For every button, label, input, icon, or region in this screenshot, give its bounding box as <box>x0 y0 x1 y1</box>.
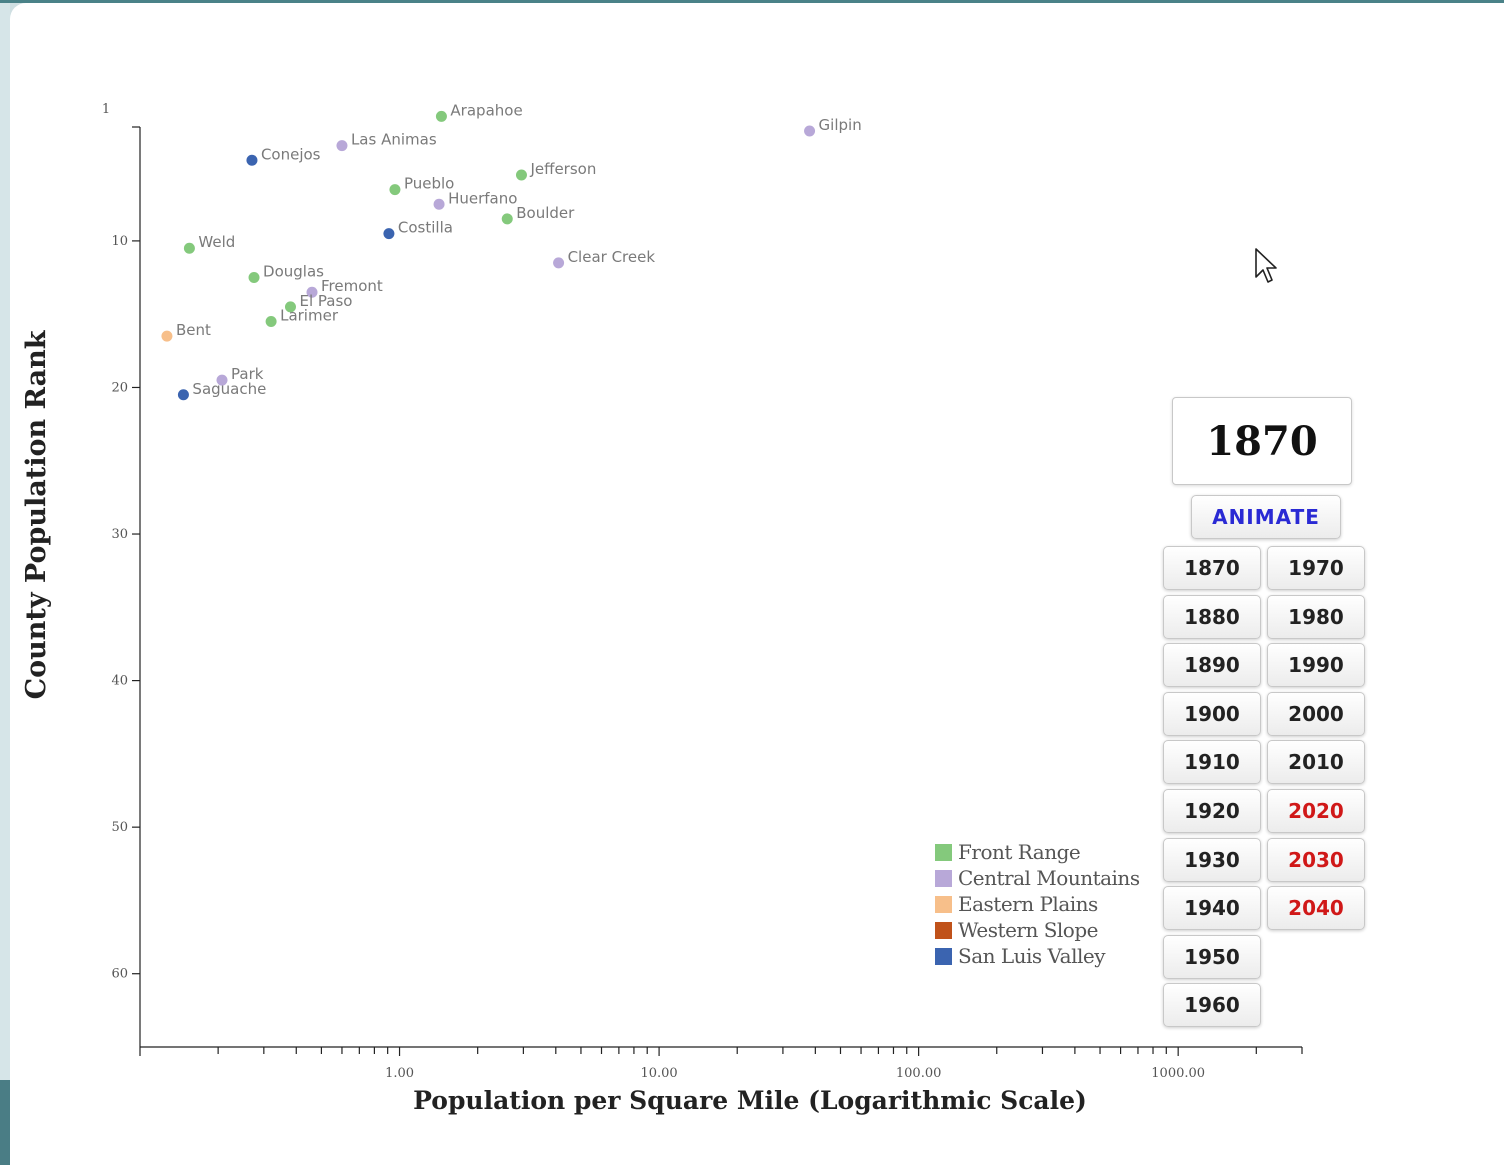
point-label: Costilla <box>398 219 453 237</box>
legend-item: Eastern Plains <box>935 891 1140 917</box>
year-button-2030[interactable]: 2030 <box>1267 837 1365 882</box>
year-button-1870[interactable]: 1870 <box>1163 546 1261 590</box>
data-point[interactable] <box>433 198 445 210</box>
data-point[interactable] <box>284 301 296 313</box>
data-point[interactable] <box>183 242 195 254</box>
point-label: Arapahoe <box>450 101 522 119</box>
data-point[interactable] <box>248 272 260 284</box>
window-left-accent <box>0 1080 10 1165</box>
y-tick-label: 30 <box>111 527 128 542</box>
point-label: Fremont <box>321 277 383 295</box>
legend-label: Front Range <box>958 840 1081 864</box>
legend-label: Eastern Plains <box>958 892 1098 916</box>
y-tick-label: 40 <box>111 674 128 689</box>
legend-item: San Luis Valley <box>935 943 1140 969</box>
x-tick-label: 100.00 <box>896 1066 942 1081</box>
data-point[interactable] <box>515 169 527 181</box>
point-label: Pueblo <box>404 175 454 193</box>
x-tick-label: 1000.00 <box>1151 1066 1205 1081</box>
year-button-1930[interactable]: 1930 <box>1163 837 1261 882</box>
legend-label: San Luis Valley <box>958 944 1106 968</box>
point-label: Saguache <box>192 380 266 398</box>
data-point[interactable] <box>435 110 447 122</box>
year-button-1900[interactable]: 1900 <box>1163 691 1261 736</box>
year-button-1980[interactable]: 1980 <box>1267 594 1365 639</box>
point-label: Weld <box>198 233 235 251</box>
point-label: Park <box>231 365 264 383</box>
legend-swatch <box>935 947 952 965</box>
legend-item: Western Slope <box>935 917 1140 943</box>
year-button-1960[interactable]: 1960 <box>1163 983 1261 1028</box>
x-tick-label: 1.00 <box>385 1066 414 1081</box>
data-point[interactable] <box>804 125 816 137</box>
point-label: Jefferson <box>529 160 596 178</box>
year-button-2040[interactable]: 2040 <box>1267 886 1365 931</box>
data-point[interactable] <box>177 389 189 401</box>
data-point[interactable] <box>553 257 565 269</box>
data-point[interactable] <box>265 316 277 328</box>
data-point[interactable] <box>306 286 318 298</box>
point-label: Boulder <box>516 204 575 222</box>
y-tick-label: 20 <box>111 380 128 395</box>
year-button-1910[interactable]: 1910 <box>1163 740 1261 785</box>
point-label: Bent <box>176 321 211 339</box>
data-points: Arapahoe Gilpin Las Animas Conejos Jefferson… <box>161 101 862 401</box>
scatter-plot: 1 10 20 30 40 50 60 1.00 10.00 100.00 1000.00 Arap… <box>21 101 1303 1115</box>
data-point[interactable] <box>501 213 513 225</box>
window-left-border <box>0 3 10 1165</box>
year-button-1920[interactable]: 1920 <box>1163 789 1261 833</box>
legend: Front Range Central Mountains Eastern Plai… <box>935 839 1140 969</box>
year-button-2000[interactable]: 2000 <box>1267 691 1365 736</box>
data-point[interactable] <box>336 140 348 152</box>
mouse-cursor-icon <box>1255 248 1277 283</box>
legend-item: Central Mountains <box>935 865 1140 891</box>
point-label: Las Animas <box>351 131 437 149</box>
y-tick-label: 10 <box>111 234 128 249</box>
data-point[interactable] <box>389 184 401 196</box>
legend-swatch <box>935 895 952 913</box>
year-button-1950[interactable]: 1950 <box>1163 934 1261 979</box>
year-button-1890[interactable]: 1890 <box>1163 643 1261 688</box>
year-button-1880[interactable]: 1880 <box>1163 594 1261 639</box>
point-label: Clear Creek <box>568 248 656 266</box>
year-button-1990[interactable]: 1990 <box>1267 643 1365 688</box>
chart-panel: 1 10 20 30 40 50 60 1.00 10.00 100.00 1000.00 Arap… <box>10 3 1504 1165</box>
y-axis-title: County Population Rank <box>21 329 52 699</box>
point-label: Huerfano <box>448 189 517 207</box>
year-button-2010[interactable]: 2010 <box>1267 740 1365 785</box>
data-point[interactable] <box>383 228 395 240</box>
point-label: Douglas <box>263 263 324 281</box>
x-axis-title: Population per Square Mile (Logarithmic … <box>413 1086 1087 1115</box>
legend-label: Central Mountains <box>958 866 1140 890</box>
y-tick-label: 50 <box>111 820 128 835</box>
current-year-display: 1870 <box>1172 397 1352 485</box>
point-label: El Paso <box>299 292 352 310</box>
year-button-1970[interactable]: 1970 <box>1267 546 1365 590</box>
point-label: Larimer <box>280 307 339 325</box>
window-top-border <box>0 0 1504 3</box>
legend-item: Front Range <box>935 839 1140 865</box>
data-point[interactable] <box>161 330 173 342</box>
legend-swatch <box>935 869 952 887</box>
y-tick-label: 1 <box>102 102 110 117</box>
legend-swatch <box>935 921 952 939</box>
data-point[interactable] <box>246 154 258 166</box>
y-tick-label: 60 <box>111 967 128 982</box>
data-point[interactable] <box>216 374 228 386</box>
point-label: Conejos <box>261 145 321 163</box>
animate-button[interactable]: ANIMATE <box>1191 495 1341 539</box>
axes: 1 10 20 30 40 50 60 1.00 10.00 100.00 1000.00 <box>102 102 1303 1081</box>
year-button-1940[interactable]: 1940 <box>1163 886 1261 931</box>
point-label: Gilpin <box>819 116 862 134</box>
x-tick-label: 10.00 <box>640 1066 677 1081</box>
year-button-2020[interactable]: 2020 <box>1267 789 1365 833</box>
legend-swatch <box>935 843 952 861</box>
legend-label: Western Slope <box>958 918 1098 942</box>
